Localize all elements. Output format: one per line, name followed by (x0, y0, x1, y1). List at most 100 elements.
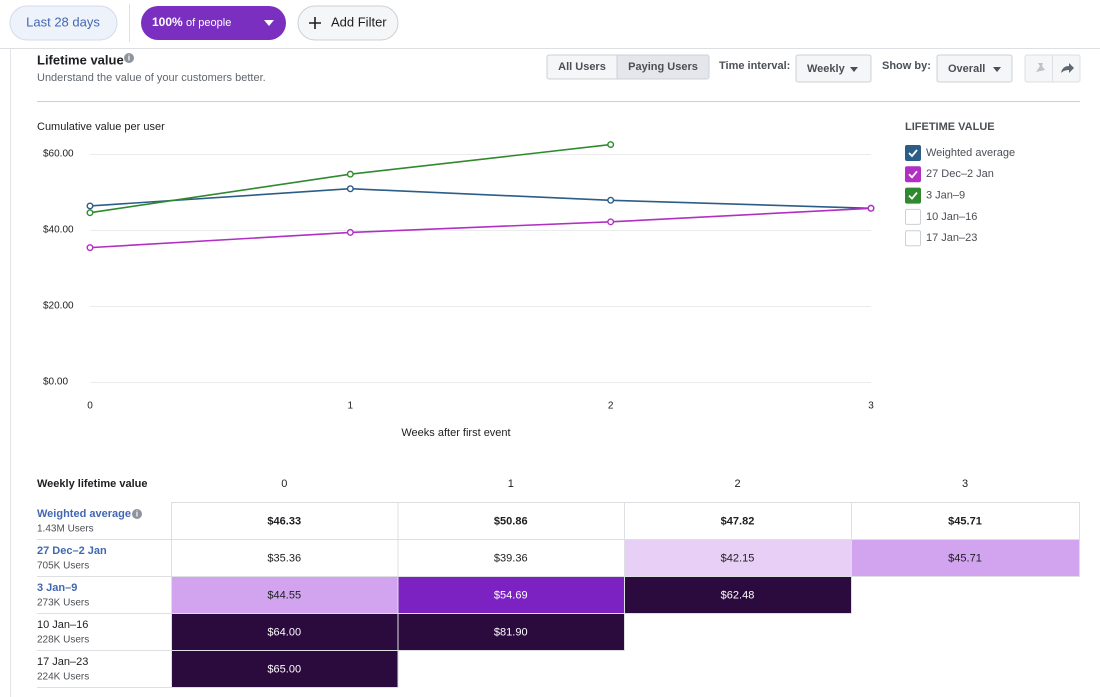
value-cell (397, 576, 625, 614)
info-icon (124, 53, 134, 63)
legend-label: 17 Jan–23 (926, 232, 977, 244)
y-tick-label: $0.00 (43, 377, 68, 388)
row-users: 273K Users (37, 598, 89, 609)
value-cell (397, 502, 625, 540)
value-cell (397, 613, 625, 651)
series-line (89, 187, 872, 210)
column-header: 2 (734, 478, 740, 490)
legend-checkbox[interactable] (905, 208, 921, 225)
value-cell (851, 539, 1080, 577)
column-header: 1 (508, 478, 514, 490)
show-by: Overall (948, 63, 985, 75)
row-name: 17 Jan–23 (37, 656, 88, 668)
data-point (86, 244, 94, 252)
pin-icon (1036, 63, 1045, 72)
series-line (89, 207, 872, 249)
value-label: $47.82 (721, 515, 755, 527)
value-cell (171, 613, 399, 651)
add-filter-button[interactable] (297, 5, 399, 41)
legend-label: Weighted average (926, 147, 1015, 159)
data-point (346, 185, 354, 193)
panel-subtitle: Understand the value of your customers b… (37, 72, 266, 84)
value-label: $44.55 (267, 589, 301, 601)
x-tick-label: 1 (348, 401, 354, 412)
row-name[interactable]: 3 Jan–9 (37, 582, 77, 594)
x-axis-label: Weeks after first event (401, 427, 510, 439)
x-tick-label: 2 (608, 401, 614, 412)
table-title: Weekly lifetime value (37, 478, 147, 490)
value-label: $65.00 (267, 663, 301, 675)
data-point (607, 218, 615, 226)
value-label: $81.90 (494, 626, 528, 638)
audience-button[interactable] (141, 6, 286, 40)
value-label: $42.15 (721, 552, 755, 564)
y-tick-label: $40.00 (43, 225, 74, 236)
legend-checkbox[interactable] (905, 187, 921, 204)
legend-checkbox[interactable] (905, 230, 921, 247)
legend-checkbox[interactable] (905, 145, 921, 161)
plus-icon (309, 17, 321, 29)
value-label: $50.86 (494, 515, 528, 527)
value-label: $62.48 (721, 589, 755, 601)
x-tick-label: 3 (868, 401, 874, 412)
row-users: 705K Users (37, 561, 89, 572)
time-interval-dropdown[interactable] (795, 54, 872, 83)
value-cell (624, 576, 852, 614)
check-mark (908, 170, 918, 179)
value-label: $64.00 (267, 626, 301, 638)
value-label: $46.33 (267, 515, 301, 527)
value-label: $45.71 (948, 515, 982, 527)
y-axis-label: Cumulative value per user (37, 121, 165, 133)
legend-label: 10 Jan–16 (926, 211, 977, 223)
row-users: 224K Users (37, 672, 89, 683)
value-label: $39.36 (494, 552, 528, 564)
tab[interactable]: All Users (558, 61, 606, 73)
data-point (607, 141, 615, 149)
value-cell (171, 650, 399, 688)
data-point (346, 170, 354, 178)
caret (993, 67, 1001, 72)
data-point (867, 204, 875, 212)
share-icon (1061, 63, 1074, 73)
info-icon-glyph: i (136, 510, 138, 519)
row-name[interactable]: 27 Dec–2 Jan (37, 545, 107, 557)
date-range: Last 28 days (26, 14, 100, 29)
tab[interactable]: Paying Users (628, 61, 698, 73)
value-cell (851, 502, 1080, 540)
caret (850, 67, 858, 72)
value-label: $45.71 (948, 552, 982, 564)
row-users: 228K Users (37, 635, 89, 646)
value-label: $35.36 (267, 552, 301, 564)
info-icon-glyph: i (128, 54, 130, 63)
caret (264, 20, 274, 26)
column-header: 0 (281, 478, 287, 490)
audience-suffix: of people (186, 17, 231, 29)
value-cell (624, 539, 852, 577)
data-point (607, 196, 615, 204)
date-range-button[interactable] (9, 5, 118, 41)
value-cell (171, 576, 399, 614)
check-mark (908, 192, 918, 200)
row-name[interactable]: Weighted average (37, 508, 131, 520)
value-label: $54.69 (494, 589, 528, 601)
audience: 100% of people (152, 15, 231, 29)
show-by-dropdown[interactable] (936, 54, 1013, 83)
legend-checkbox[interactable] (905, 166, 921, 183)
y-tick-label: $60.00 (43, 149, 74, 160)
info-icon (132, 509, 142, 519)
legend-title: LIFETIME VALUE (905, 121, 995, 133)
add-filter: Add Filter (331, 14, 387, 29)
row-users: 1.43M Users (37, 524, 94, 535)
y-tick-label: $20.00 (43, 301, 74, 312)
panel-title: Lifetime value (37, 52, 124, 67)
active-tab[interactable] (617, 55, 709, 79)
value-cell (397, 539, 625, 577)
x-tick-label: 0 (87, 401, 93, 412)
legend-label: 3 Jan–9 (926, 190, 965, 202)
data-point (86, 202, 94, 210)
time-interval-label: Time interval: (719, 60, 790, 72)
row-name: 10 Jan–16 (37, 619, 88, 631)
column-header: 3 (962, 478, 968, 490)
data-point (86, 209, 94, 217)
